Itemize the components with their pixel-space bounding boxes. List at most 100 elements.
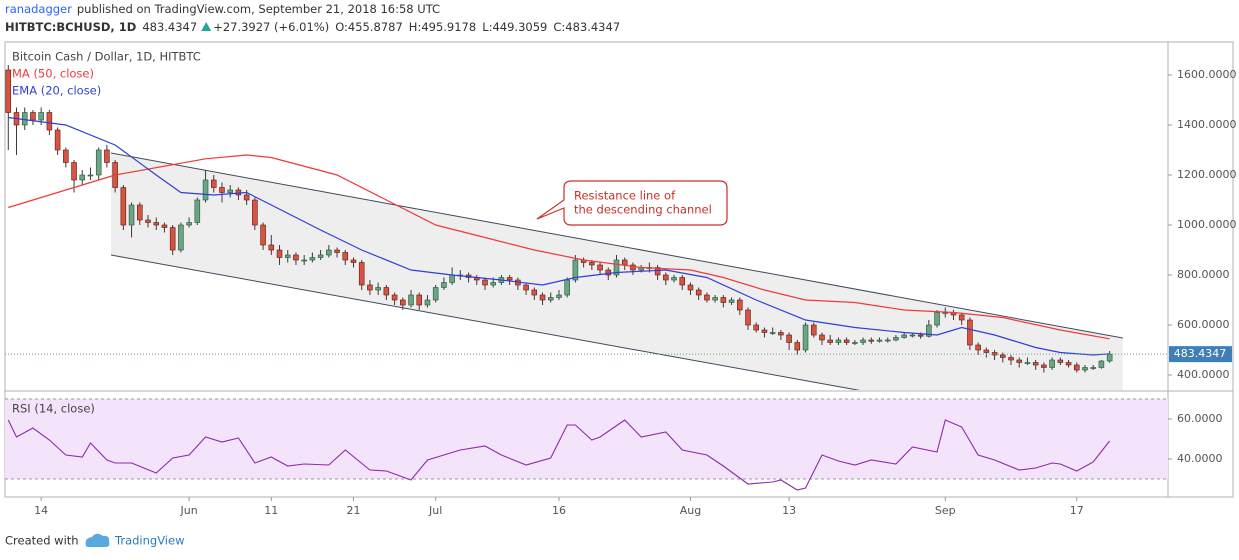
candle-body xyxy=(87,174,94,177)
last-price-label: 483.4347 xyxy=(1174,347,1227,360)
chart-frame xyxy=(4,41,1234,498)
legend-ma: MA (50, close) xyxy=(12,67,94,81)
candle-body xyxy=(1106,353,1113,362)
candle-body xyxy=(128,204,135,226)
candle-body xyxy=(671,277,677,281)
candle-body xyxy=(810,324,817,336)
candle-body xyxy=(1074,364,1080,371)
candle-body xyxy=(202,179,209,201)
x-tick-label: Jun xyxy=(180,504,198,517)
candle-body xyxy=(317,254,324,258)
candle-body xyxy=(778,332,784,336)
symbol: HITBTC:BCHUSD, 1D xyxy=(5,20,136,34)
x-tick-label: 21 xyxy=(346,504,360,517)
candle-body xyxy=(769,332,776,334)
candle-body xyxy=(169,227,176,251)
candle-body xyxy=(967,319,973,346)
rsi-line xyxy=(7,419,1111,491)
candle-body xyxy=(884,339,891,342)
candle-body xyxy=(268,244,275,251)
candle-body xyxy=(728,299,735,303)
candle-body xyxy=(137,204,143,221)
candle-body xyxy=(301,259,307,262)
candle-body xyxy=(326,249,332,256)
candle-body xyxy=(38,112,44,121)
candle-body xyxy=(30,112,36,121)
candle-body xyxy=(210,179,217,188)
x-tick-label: 17 xyxy=(1070,504,1084,517)
candle-body xyxy=(252,199,258,226)
y-tick-label: 800.0000 xyxy=(1177,268,1230,281)
candle-body xyxy=(432,287,439,301)
ma-line xyxy=(8,116,1110,356)
candle-body xyxy=(1024,362,1031,364)
candle-body xyxy=(745,309,751,326)
candle-body xyxy=(219,187,225,193)
candle-body xyxy=(161,224,168,228)
candle-body xyxy=(753,324,759,331)
candle-body xyxy=(975,344,981,351)
candle-body xyxy=(375,287,381,291)
price-pane xyxy=(5,65,1168,390)
candle-body xyxy=(1098,360,1105,368)
candle-body xyxy=(835,339,842,343)
candle-body xyxy=(909,334,916,337)
candle-body xyxy=(621,259,628,266)
author[interactable]: ranadagger xyxy=(5,2,72,16)
brand-logo xyxy=(85,533,110,547)
candle-body xyxy=(613,259,620,276)
candle-body xyxy=(572,259,579,281)
candle-body xyxy=(1065,362,1072,366)
candle-body xyxy=(293,254,299,261)
candle-body xyxy=(679,277,686,286)
footer-created: Created with xyxy=(5,534,79,548)
candle-body xyxy=(876,339,883,342)
candle-body xyxy=(243,194,250,201)
candle-body xyxy=(358,262,365,286)
channel-lower xyxy=(110,254,861,390)
candle-body xyxy=(1082,367,1088,371)
candle-body xyxy=(893,337,899,341)
x-tick-label: 14 xyxy=(34,504,48,517)
y-tick-label: 600.0000 xyxy=(1177,318,1230,331)
y-tick-label: 400.0000 xyxy=(1177,368,1230,381)
candle-body xyxy=(120,187,127,226)
candle-body xyxy=(926,324,932,337)
candle-body xyxy=(630,264,636,271)
candle-body xyxy=(400,299,406,306)
candle-body xyxy=(153,222,159,226)
candle-body xyxy=(958,314,965,321)
candle-body xyxy=(983,349,990,353)
candle-body xyxy=(917,334,924,337)
price-title: Bitcoin Cash / Dollar, 1D, HITBTC xyxy=(12,50,201,64)
candle-body xyxy=(391,294,398,301)
candle-body xyxy=(564,279,570,296)
candle-body xyxy=(54,129,61,151)
footer-brand[interactable]: TradingView xyxy=(114,534,184,548)
annotation-text: the descending channel xyxy=(574,203,712,217)
candle-body xyxy=(449,274,455,283)
candle-body xyxy=(342,252,349,261)
candle-body xyxy=(350,259,357,263)
candle-body xyxy=(654,267,661,276)
y-tick-label: 1200.0000 xyxy=(1177,168,1237,181)
candle-body xyxy=(284,254,291,258)
candle-body xyxy=(827,339,833,343)
header-line-1: ranadagger published on TradingView.com, … xyxy=(5,2,440,16)
change: +27.3927 (+6.01%) xyxy=(213,20,329,34)
last-price-box xyxy=(1169,346,1232,363)
x-tick-label: 13 xyxy=(782,504,796,517)
candle-body xyxy=(1008,357,1014,361)
candle-body xyxy=(482,279,488,286)
candle-body xyxy=(309,257,316,261)
annotation-box xyxy=(536,180,728,226)
candle-body xyxy=(539,294,546,301)
x-tick-label: 16 xyxy=(552,504,566,517)
candle-body xyxy=(63,149,69,163)
legend-ema: EMA (20, close) xyxy=(12,84,101,98)
candle-body xyxy=(531,289,538,296)
candle-body xyxy=(843,339,850,343)
candle-body xyxy=(5,69,12,113)
candle-body xyxy=(819,334,825,341)
